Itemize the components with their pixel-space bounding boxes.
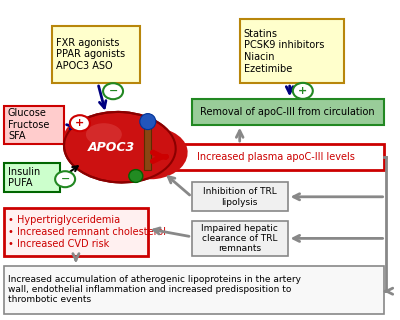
Text: Statins
PCSK9 inhibitors
Niacin
Ezetimibe: Statins PCSK9 inhibitors Niacin Ezetimib… [244, 29, 324, 74]
Text: −: − [60, 174, 70, 184]
Text: Glucose
Fructose
SFA: Glucose Fructose SFA [8, 108, 49, 141]
Circle shape [293, 83, 313, 99]
FancyBboxPatch shape [52, 26, 140, 83]
FancyBboxPatch shape [192, 99, 384, 125]
Text: +: + [75, 118, 84, 128]
Text: • Hypertriglyceridemia
• Increased remnant cholesterol
• Increased CVD risk: • Hypertriglyceridemia • Increased remna… [8, 215, 166, 249]
Circle shape [103, 83, 123, 99]
FancyBboxPatch shape [240, 19, 344, 83]
Text: Increased plasma apoC-III levels: Increased plasma apoC-III levels [197, 152, 354, 162]
Text: −: − [108, 86, 118, 96]
Ellipse shape [116, 128, 188, 179]
Text: Insulin
PUFA: Insulin PUFA [8, 167, 40, 188]
FancyBboxPatch shape [4, 266, 384, 314]
FancyBboxPatch shape [168, 144, 384, 170]
Text: FXR agonists
PPAR agonists
APOC3 ASO: FXR agonists PPAR agonists APOC3 ASO [56, 38, 125, 71]
Ellipse shape [129, 170, 143, 182]
Text: APOC3: APOC3 [88, 141, 136, 154]
Ellipse shape [64, 118, 120, 157]
FancyBboxPatch shape [4, 208, 148, 256]
FancyBboxPatch shape [144, 125, 151, 170]
Text: Inhibition of TRL
lipolysis: Inhibition of TRL lipolysis [203, 187, 276, 206]
Text: Increased accumulation of atherogenic lipoproteins in the artery
wall, endotheli: Increased accumulation of atherogenic li… [8, 275, 301, 305]
Ellipse shape [86, 123, 122, 146]
FancyBboxPatch shape [4, 106, 64, 144]
FancyBboxPatch shape [192, 182, 288, 211]
Ellipse shape [64, 112, 176, 182]
FancyBboxPatch shape [192, 221, 288, 256]
Circle shape [70, 115, 90, 131]
Circle shape [55, 171, 75, 187]
Text: Removal of apoC-III from circulation: Removal of apoC-III from circulation [200, 107, 375, 117]
Text: +: + [298, 86, 308, 96]
FancyBboxPatch shape [4, 163, 60, 192]
Text: Impaired hepatic
clearance of TRL
remnants: Impaired hepatic clearance of TRL remnan… [201, 223, 278, 253]
Ellipse shape [140, 114, 156, 130]
